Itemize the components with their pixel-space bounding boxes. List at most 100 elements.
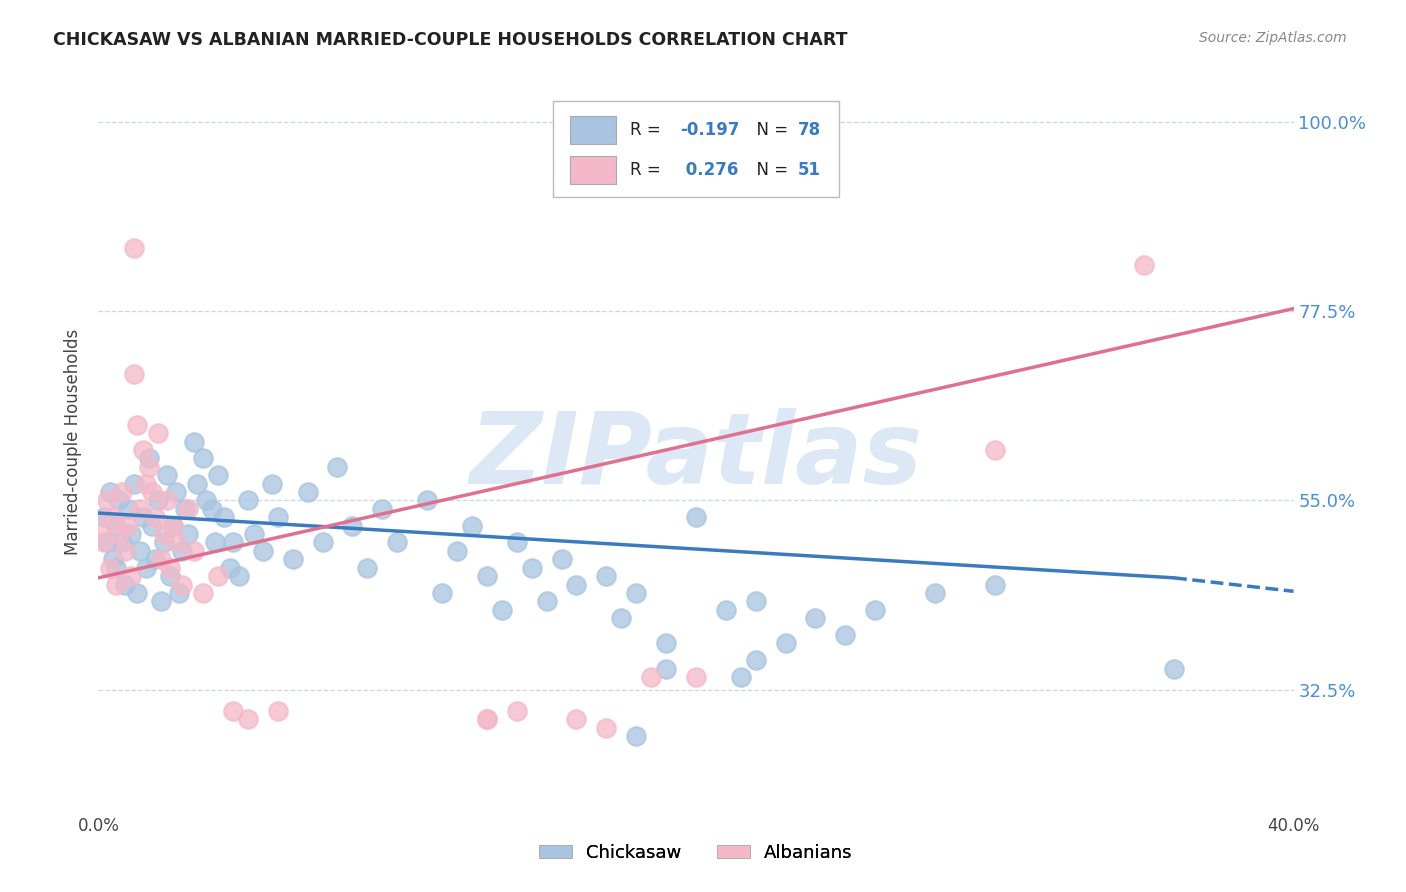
Text: N =: N = (747, 120, 793, 139)
Point (138, 451, 160, 466)
Point (141, 518, 163, 533)
Point (183, 434, 205, 449)
Point (174, 501, 197, 516)
Point (117, 501, 139, 516)
Text: -0.197: -0.197 (681, 120, 740, 139)
Point (150, 552, 173, 566)
Point (475, 569, 498, 583)
Point (177, 501, 200, 516)
Point (195, 493, 218, 508)
Point (127, 417, 149, 432)
Point (177, 527, 200, 541)
Point (342, 518, 364, 533)
Point (745, 594, 768, 608)
Point (865, 603, 887, 617)
Text: CHICKASAW VS ALBANIAN MARRIED-COUPLE HOUSEHOLDS CORRELATION CHART: CHICKASAW VS ALBANIAN MARRIED-COUPLE HOU… (53, 31, 848, 49)
Point (1163, 662, 1185, 676)
Point (103, 510, 125, 524)
Point (183, 544, 205, 558)
Point (148, 426, 170, 441)
Point (385, 535, 409, 549)
Point (506, 535, 529, 549)
Point (111, 535, 134, 549)
Point (162, 518, 184, 533)
Text: R =: R = (630, 120, 666, 139)
Y-axis label: Married-couple Households: Married-couple Households (65, 328, 83, 555)
Point (626, 586, 648, 600)
FancyBboxPatch shape (553, 101, 839, 197)
Point (159, 569, 181, 583)
Point (491, 603, 513, 617)
Point (129, 501, 152, 516)
Point (207, 569, 229, 583)
Point (236, 712, 259, 726)
Point (141, 485, 163, 500)
Point (219, 560, 242, 574)
Point (204, 535, 226, 549)
Point (127, 586, 149, 600)
Point (834, 628, 856, 642)
Point (135, 476, 157, 491)
Point (212, 510, 235, 524)
Point (475, 712, 498, 726)
Point (93, 510, 115, 524)
Point (167, 586, 190, 600)
Point (105, 577, 128, 591)
Point (165, 535, 187, 549)
Point (108, 493, 131, 508)
Point (150, 594, 173, 608)
FancyBboxPatch shape (571, 156, 616, 184)
Point (124, 476, 146, 491)
Point (565, 577, 588, 591)
Point (156, 493, 179, 508)
Point (132, 442, 155, 457)
Point (775, 636, 797, 650)
Point (172, 544, 194, 558)
Point (98, 560, 122, 574)
Point (156, 468, 179, 483)
Point (655, 662, 678, 676)
Point (135, 560, 157, 574)
Text: 0.276: 0.276 (681, 161, 738, 178)
Point (153, 527, 176, 541)
Point (124, 241, 146, 255)
Point (626, 729, 648, 743)
Text: Source: ZipAtlas.com: Source: ZipAtlas.com (1199, 31, 1347, 45)
Point (201, 501, 224, 516)
Point (804, 611, 827, 625)
Point (162, 518, 184, 533)
Point (96, 493, 118, 508)
Point (222, 704, 245, 718)
Text: R =: R = (630, 161, 666, 178)
Point (984, 577, 1007, 591)
Point (297, 485, 319, 500)
Point (416, 493, 439, 508)
Point (236, 493, 259, 508)
Point (655, 636, 678, 650)
Point (114, 544, 136, 558)
Point (111, 485, 134, 500)
Text: N =: N = (747, 161, 793, 178)
Text: ZIPatlas: ZIPatlas (470, 408, 922, 505)
Point (153, 535, 176, 549)
Point (252, 544, 274, 558)
Point (172, 577, 194, 591)
Text: 51: 51 (797, 161, 821, 178)
Point (371, 501, 394, 516)
Point (90, 518, 112, 533)
Point (565, 712, 588, 726)
Point (1133, 258, 1156, 272)
Point (129, 544, 152, 558)
Point (260, 476, 283, 491)
Point (595, 721, 617, 735)
Point (105, 518, 128, 533)
Point (243, 527, 266, 541)
Point (461, 518, 484, 533)
Point (228, 569, 250, 583)
Point (281, 552, 304, 566)
Point (132, 510, 155, 524)
Point (595, 569, 617, 583)
Point (685, 670, 707, 684)
Point (267, 704, 290, 718)
Point (98, 485, 122, 500)
